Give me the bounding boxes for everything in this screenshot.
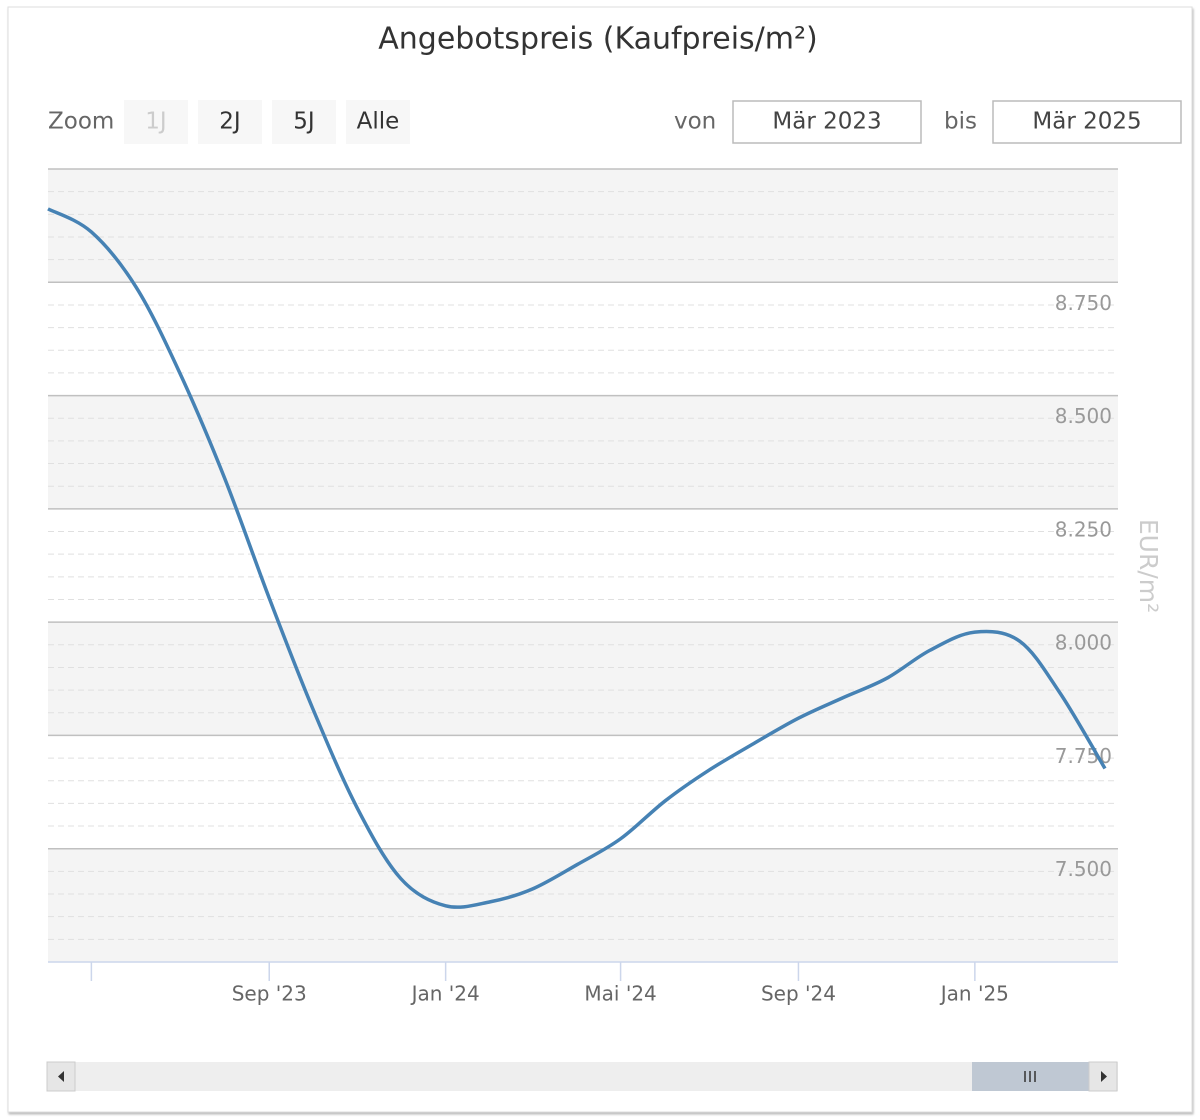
- scrollbar-thumb[interactable]: [972, 1062, 1090, 1091]
- to-label: bis: [944, 109, 977, 135]
- zoom-button-label[interactable]: 2J: [219, 109, 240, 135]
- plot-band: [48, 169, 1118, 283]
- scrollbar-track[interactable]: [48, 1062, 1118, 1091]
- zoom-button-label: 1J: [145, 109, 166, 135]
- y-tick-label: 8.750: [1055, 291, 1112, 315]
- plot-band: [48, 848, 1118, 962]
- y-tick-label: 8.250: [1055, 517, 1112, 541]
- x-tick-label: Mai '24: [584, 982, 656, 1006]
- zoom-button[interactable]: [346, 100, 410, 144]
- plot-band: [48, 395, 1118, 509]
- zoom-button-label[interactable]: Alle: [357, 109, 400, 135]
- from-label: von: [674, 109, 716, 135]
- x-tick-label: Jan '25: [939, 982, 1009, 1006]
- scroll-right-arrow: [1101, 1071, 1107, 1082]
- series-line: [47, 207, 1107, 909]
- y-axis-title: EUR/m²: [1134, 519, 1163, 613]
- x-tick-label: Sep '23: [232, 982, 307, 1006]
- to-value[interactable]: Mär 2025: [1032, 109, 1141, 135]
- x-tick-label: Sep '24: [761, 982, 836, 1006]
- from-value[interactable]: Mär 2023: [772, 109, 881, 135]
- y-tick-label: 8.500: [1055, 404, 1112, 428]
- from-input[interactable]: [732, 100, 922, 144]
- plot-band: [48, 622, 1118, 736]
- scrollbar-grip: [1024, 1071, 1036, 1082]
- zoom-label: Zoom: [48, 109, 114, 135]
- zoom-button[interactable]: [198, 100, 262, 144]
- zoom-button[interactable]: [272, 100, 336, 144]
- to-input[interactable]: [992, 100, 1182, 144]
- y-tick-label: 7.500: [1055, 857, 1112, 881]
- y-tick-label: 8.000: [1055, 631, 1112, 655]
- x-tick-label: Jan '24: [410, 982, 480, 1006]
- chart-title: Angebotspreis (Kaufpreis/m²): [378, 22, 818, 57]
- zoom-button-label[interactable]: 5J: [293, 109, 314, 135]
- zoom-button: [124, 100, 188, 144]
- scroll-left-arrow: [58, 1071, 64, 1082]
